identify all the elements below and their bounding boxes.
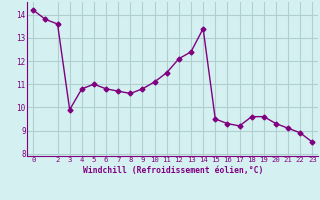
X-axis label: Windchill (Refroidissement éolien,°C): Windchill (Refroidissement éolien,°C)	[83, 166, 263, 175]
